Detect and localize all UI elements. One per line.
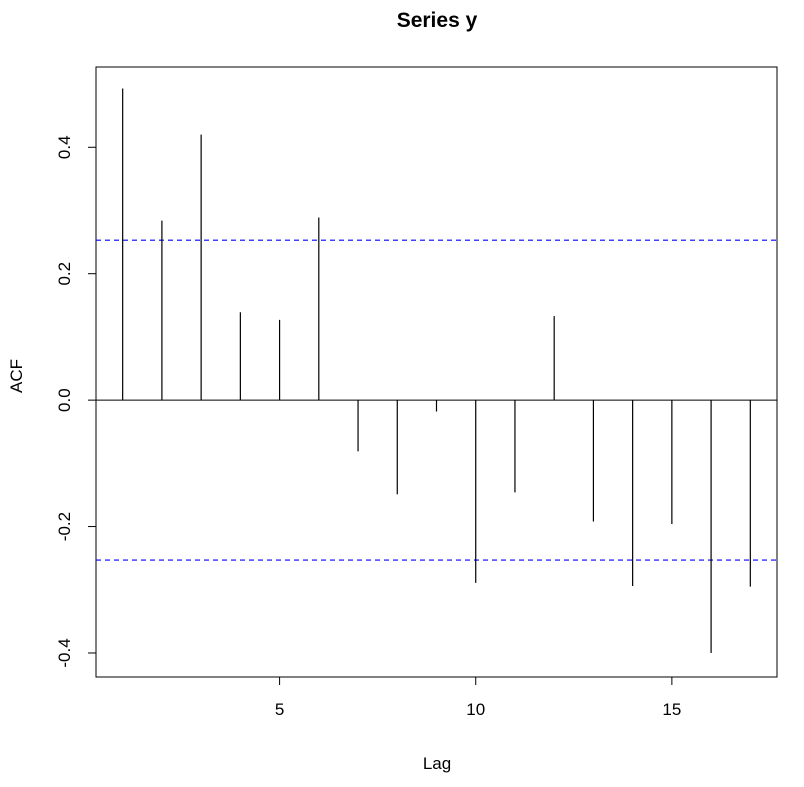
y-tick-label: -0.2	[55, 512, 74, 541]
chart-title: Series y	[397, 9, 478, 32]
y-tick-label: 0.4	[55, 135, 74, 159]
x-tick-label: 10	[466, 700, 485, 719]
x-axis-label: Lag	[423, 754, 451, 773]
y-tick-label: -0.4	[55, 638, 74, 667]
plot-frame	[95, 66, 778, 678]
x-tick-label: 5	[275, 700, 284, 719]
x-tick-label: 15	[662, 700, 681, 719]
y-axis: -0.4 -0.2 0.0 0.2 0.4	[55, 135, 96, 668]
y-tick-label: 0.0	[55, 388, 74, 412]
x-axis: 5 10 15	[275, 677, 681, 719]
y-axis-label: ACF	[7, 359, 26, 393]
plot-area: 5 10 15 -0.4 -0.2 0.0 0.2 0.4	[55, 66, 778, 719]
y-tick-label: 0.2	[55, 262, 74, 286]
